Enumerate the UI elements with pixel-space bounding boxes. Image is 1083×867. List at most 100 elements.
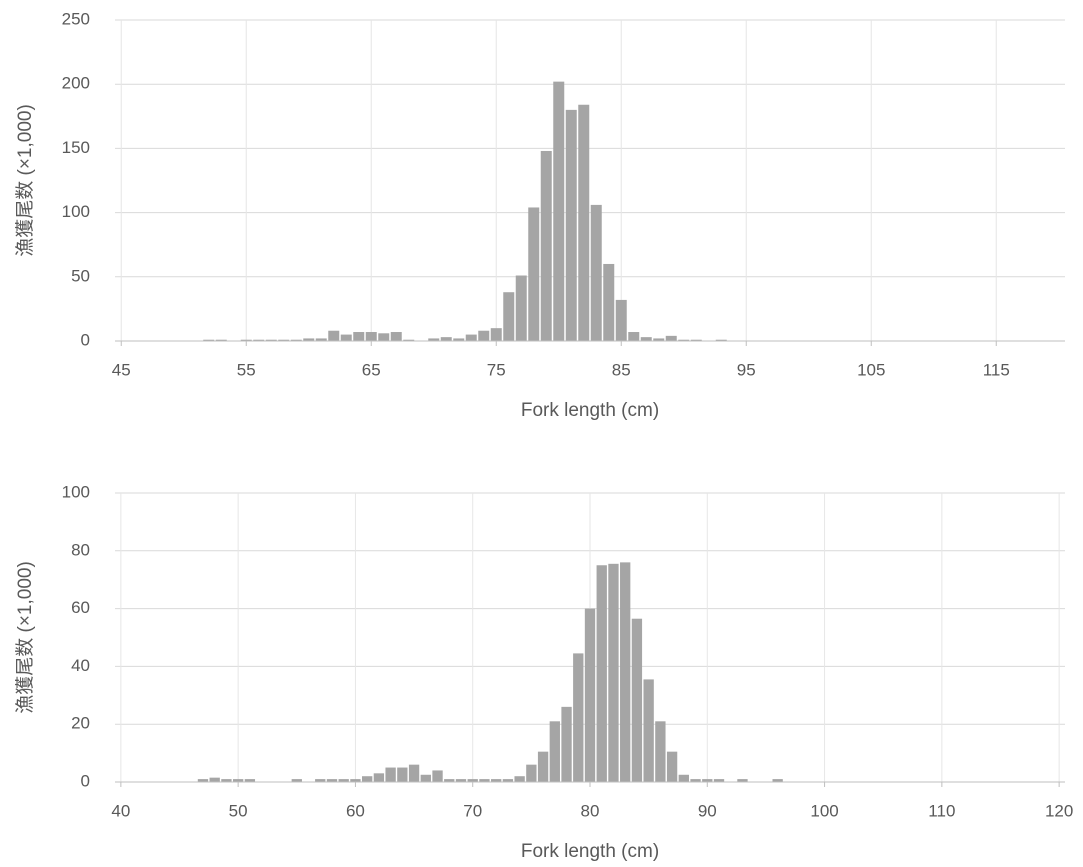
x-tick-label: 45: [112, 360, 131, 379]
bar: [253, 339, 265, 341]
bar: [514, 776, 525, 782]
bar: [678, 774, 689, 782]
bar: [772, 779, 783, 782]
bar: [678, 339, 690, 341]
bar: [490, 328, 502, 341]
bar: [453, 338, 465, 341]
bar: [365, 332, 377, 341]
bar: [397, 767, 408, 782]
bar: [526, 764, 537, 782]
bar: [515, 275, 527, 341]
bar: [628, 332, 640, 341]
bar: [408, 764, 420, 782]
x-tick-label: 70: [463, 801, 482, 820]
y-axis-title: 漁獲尾数 (×1,000): [14, 104, 36, 257]
y-tick-label: 50: [71, 266, 90, 285]
bar: [631, 618, 643, 782]
bar: [338, 779, 349, 782]
bar: [244, 779, 256, 782]
bar: [549, 721, 560, 782]
bar: [620, 562, 631, 782]
bar: [467, 779, 478, 782]
bar: [390, 332, 402, 341]
bar: [340, 334, 352, 341]
y-axis-title: 漁獲尾数 (×1,000): [14, 561, 36, 714]
bar: [420, 774, 431, 782]
bar: [232, 779, 244, 782]
y-tick-label: 150: [62, 138, 90, 157]
x-tick-label: 55: [237, 360, 256, 379]
bar: [640, 337, 652, 341]
bar: [278, 339, 290, 341]
bar: [240, 339, 252, 341]
bar: [573, 653, 584, 782]
bar: [291, 779, 302, 782]
x-tick-label: 115: [983, 360, 1010, 379]
bar: [665, 335, 677, 341]
x-axis-title: Fork length (cm): [521, 841, 659, 862]
bar: [603, 263, 615, 341]
x-tick-label: 120: [1045, 801, 1073, 820]
bar: [403, 339, 415, 341]
x-tick-label: 75: [487, 360, 506, 379]
bar: [578, 104, 590, 341]
x-tick-label: 40: [111, 801, 130, 820]
x-tick-label: 90: [698, 801, 717, 820]
bar: [373, 773, 385, 782]
bar: [353, 332, 365, 341]
y-tick-label: 0: [81, 771, 90, 790]
bar: [203, 339, 215, 341]
bar: [290, 339, 302, 341]
bar: [596, 565, 607, 782]
bar: [537, 751, 549, 782]
bar: [315, 779, 326, 782]
bar: [715, 339, 727, 341]
x-tick-label: 60: [346, 801, 365, 820]
bar: [440, 337, 452, 341]
y-tick-label: 60: [71, 598, 90, 617]
bar: [655, 721, 666, 782]
bar: [690, 779, 701, 782]
bar: [362, 776, 373, 782]
bar: [328, 330, 340, 341]
bar: [221, 779, 232, 782]
x-tick-label: 95: [737, 360, 756, 379]
y-tick-label: 20: [71, 714, 90, 733]
x-tick-label: 80: [581, 801, 600, 820]
x-axis-title: Fork length (cm): [521, 400, 659, 421]
bar: [465, 334, 477, 341]
x-tick-label: 50: [229, 801, 248, 820]
bar: [491, 779, 502, 782]
bar: [615, 299, 627, 341]
bar: [315, 338, 327, 341]
y-tick-label: 0: [81, 330, 90, 349]
bar: [643, 679, 654, 782]
bar: [690, 339, 702, 341]
bar: [215, 339, 227, 341]
x-tick-label: 105: [857, 360, 885, 379]
x-tick-label: 110: [928, 801, 955, 820]
bar: [350, 779, 361, 782]
bar: [737, 779, 748, 782]
bar: [528, 207, 540, 341]
y-tick-label: 40: [71, 656, 90, 675]
bar: [540, 150, 552, 341]
y-tick-label: 100: [62, 482, 90, 501]
bar: [432, 770, 443, 782]
y-tick-label: 200: [62, 74, 90, 93]
bar: [653, 338, 665, 341]
x-tick-label: 100: [810, 801, 838, 820]
bar: [590, 204, 602, 341]
bar: [479, 779, 490, 782]
y-tick-label: 80: [71, 540, 90, 559]
bar: [608, 563, 619, 782]
bar: [265, 339, 277, 341]
bar: [428, 338, 440, 341]
bar: [666, 751, 678, 782]
bar: [502, 779, 514, 782]
bar: [378, 333, 390, 341]
x-tick-label: 65: [362, 360, 381, 379]
bar: [478, 330, 490, 341]
bar: [444, 779, 455, 782]
